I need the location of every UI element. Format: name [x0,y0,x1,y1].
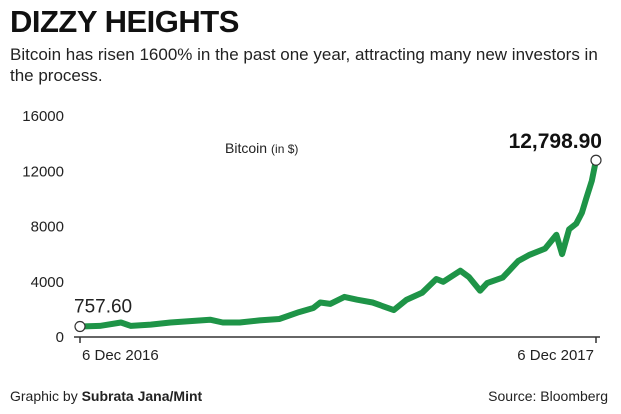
series-name: Bitcoin [225,140,267,156]
series-label: Bitcoin (in $) [225,140,298,156]
chart-title: DIZZY HEIGHTS [10,4,239,39]
chart-subtitle: Bitcoin has risen 1600% in the past one … [10,45,598,85]
end-point-marker [590,154,602,166]
y-tick-label: 16000 [22,108,64,125]
x-tick-label: 6 Dec 2016 [82,347,159,364]
y-tick-label: 4000 [31,274,64,291]
credit-prefix: Graphic by [10,388,82,404]
y-axis: 0 4000 8000 12000 16000 [22,108,64,346]
y-tick-label: 0 [56,329,64,346]
y-tick-label: 8000 [31,219,64,236]
y-tick-label: 12000 [22,163,64,180]
x-tick-label: 6 Dec 2017 [517,347,594,364]
end-value-label: 12,798.90 [509,130,602,153]
start-value-label: 757.60 [74,297,132,318]
graphic-credit: Graphic by Subrata Jana/Mint [10,388,202,404]
source-note: Source: Bloomberg [488,388,608,404]
credit-author: Subrata Jana/Mint [81,388,203,404]
x-axis: 6 Dec 2016 6 Dec 2017 [74,336,600,364]
series-unit: (in $) [271,142,298,156]
bitcoin-price-line [77,157,599,330]
start-point-marker [74,320,86,333]
